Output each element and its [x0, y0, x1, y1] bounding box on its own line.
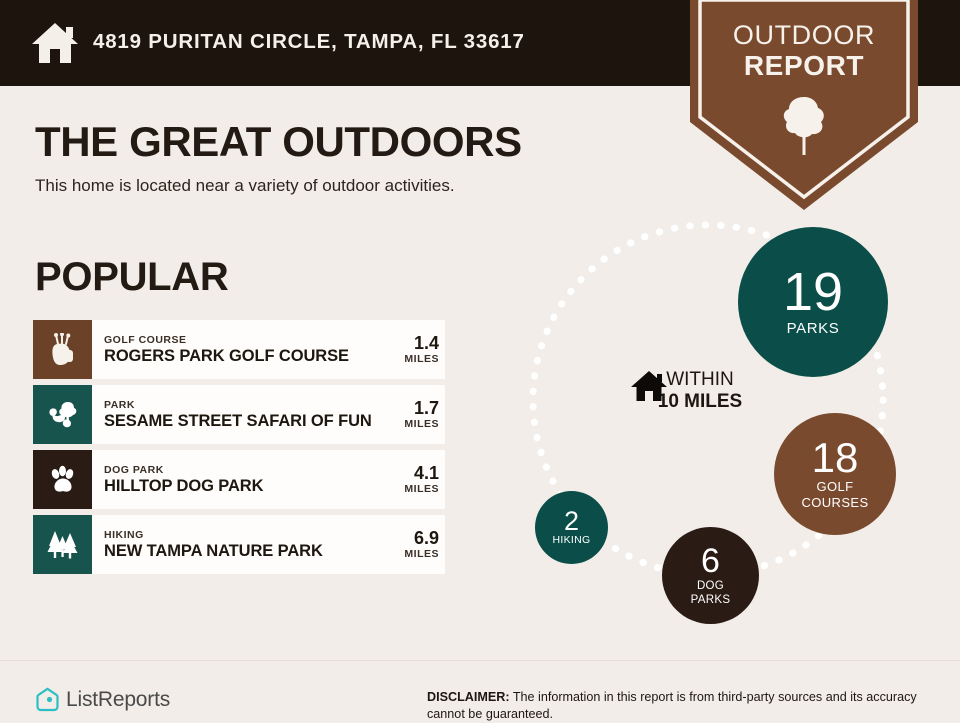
distance-value: 1.4	[413, 333, 439, 354]
list-item[interactable]: HIKING NEW TAMPA NATURE PARK 6.9 MILES	[33, 515, 445, 574]
list-item[interactable]: GOLF COURSE ROGERS PARK GOLF COURSE 1.4 …	[33, 320, 445, 379]
home-icon	[30, 18, 80, 68]
center-line-1: WITHIN	[666, 369, 734, 390]
disclaimer-text: The information in this report is from t…	[427, 690, 917, 721]
bubble-hiking[interactable]: 2 HIKING	[535, 491, 608, 564]
page-title: THE GREAT OUTDOORS	[35, 118, 522, 165]
list-item-name: SESAME STREET SAFARI OF FUN	[104, 411, 372, 430]
bubble-label: HIKING	[552, 534, 591, 547]
listreports-logo[interactable]: ListReports	[36, 687, 170, 712]
pine-trees-icon	[33, 515, 92, 574]
popular-list: GOLF COURSE ROGERS PARK GOLF COURSE 1.4 …	[33, 320, 445, 580]
list-item-text: GOLF COURSE ROGERS PARK GOLF COURSE	[92, 320, 381, 379]
property-address: 4819 PURITAN CIRCLE, TAMPA, FL 33617	[93, 30, 525, 53]
bubble-label-line-2: PARKS	[690, 593, 731, 606]
outdoor-report-badge: OUTDOOR REPORT	[688, 0, 920, 212]
home-icon	[631, 371, 667, 401]
bubble-label-line-1: GOLF	[816, 479, 854, 495]
bubble-parks[interactable]: 19 PARKS	[738, 227, 888, 377]
badge-line-1: OUTDOOR	[732, 20, 876, 50]
page-subtitle: This home is located near a variety of o…	[35, 176, 455, 195]
bubble-value: 19	[782, 261, 844, 322]
disclaimer-label: DISCLAIMER:	[427, 690, 510, 704]
list-item-category: GOLF COURSE	[104, 333, 187, 346]
diagram-center-label: WITHIN 10 MILES	[630, 369, 770, 413]
paw-icon	[33, 450, 92, 509]
bubble-label-line-1: DOG	[696, 579, 725, 592]
list-item-text: DOG PARK HILLTOP DOG PARK	[92, 450, 381, 509]
distance-unit: MILES	[404, 417, 439, 430]
list-item-distance: 6.9 MILES	[381, 515, 445, 574]
bubble-value: 2	[563, 505, 580, 536]
listreports-logo-icon	[36, 687, 59, 712]
distance-value: 6.9	[413, 528, 439, 549]
list-item-name: ROGERS PARK GOLF COURSE	[104, 346, 349, 365]
bubble-golf-courses[interactable]: 18 GOLF COURSES	[774, 413, 896, 535]
list-item-name: HILLTOP DOG PARK	[104, 476, 264, 495]
list-item-category: HIKING	[104, 528, 144, 541]
list-item-distance: 1.4 MILES	[381, 320, 445, 379]
bubble-dog-parks[interactable]: 6 DOG PARKS	[662, 527, 759, 624]
list-item-category: PARK	[104, 398, 135, 411]
list-item-text: HIKING NEW TAMPA NATURE PARK	[92, 515, 381, 574]
bubble-value: 18	[811, 434, 859, 482]
within-10-miles-diagram: 19 PARKS 18 GOLF COURSES 6 DOG PARKS 2 H…	[490, 205, 960, 655]
footer-divider	[0, 660, 960, 661]
distance-unit: MILES	[404, 482, 439, 495]
list-item-distance: 1.7 MILES	[381, 385, 445, 444]
bubble-label-line-2: COURSES	[801, 494, 869, 510]
golf-bag-icon	[33, 320, 92, 379]
park-tree-icon	[33, 385, 92, 444]
center-line-2: 10 MILES	[657, 390, 743, 412]
list-item-category: DOG PARK	[104, 463, 164, 476]
list-item[interactable]: DOG PARK HILLTOP DOG PARK 4.1 MILES	[33, 450, 445, 509]
list-item-text: PARK SESAME STREET SAFARI OF FUN	[92, 385, 381, 444]
bubble-value: 6	[701, 542, 720, 581]
list-item-name: NEW TAMPA NATURE PARK	[104, 541, 323, 560]
list-item[interactable]: PARK SESAME STREET SAFARI OF FUN 1.7 MIL…	[33, 385, 445, 444]
popular-heading: POPULAR	[35, 255, 229, 299]
list-item-distance: 4.1 MILES	[381, 450, 445, 509]
badge-line-2: REPORT	[743, 49, 865, 81]
distance-unit: MILES	[404, 547, 439, 560]
distance-unit: MILES	[404, 352, 439, 365]
dotted-circle-path	[529, 221, 887, 579]
listreports-logo-text: ListReports	[66, 687, 171, 711]
bubble-label: PARKS	[786, 320, 840, 338]
disclaimer: DISCLAIMER: The information in this repo…	[427, 689, 947, 723]
distance-value: 4.1	[413, 463, 439, 484]
tree-icon	[783, 97, 824, 155]
distance-value: 1.7	[413, 398, 439, 419]
badge-title: OUTDOOR REPORT	[688, 20, 920, 81]
